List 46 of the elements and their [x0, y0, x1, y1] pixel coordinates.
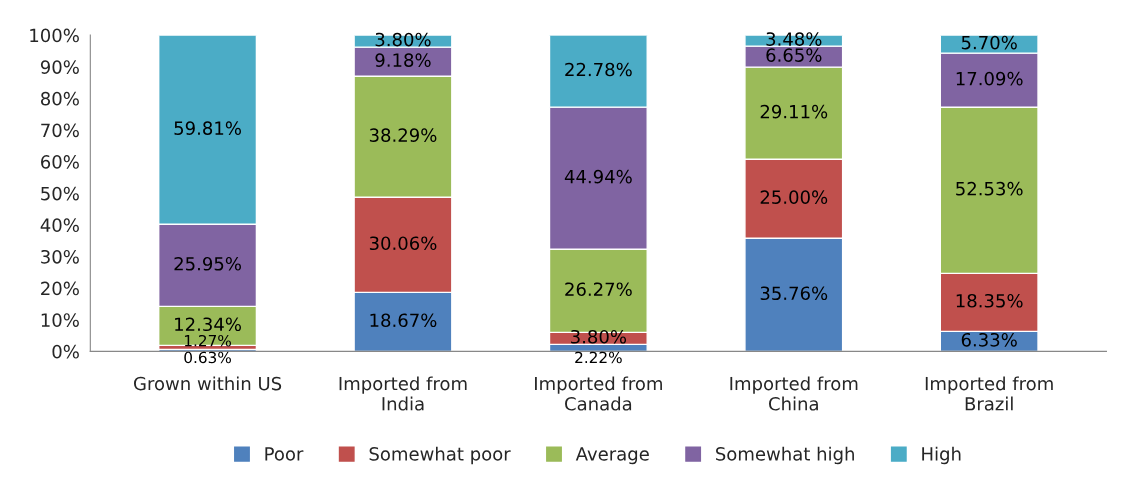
- data-label: 18.67%: [370, 313, 437, 328]
- x-tick-label: Imported from Brazil: [925, 376, 1053, 411]
- data-label: 59.81%: [174, 121, 241, 135]
- y-tick-label: 70%: [41, 123, 79, 138]
- x-tick-label: Imported from India: [339, 376, 467, 411]
- y-tick-label: 20%: [41, 281, 79, 296]
- y-tick-label: 40%: [40, 218, 79, 233]
- data-label: 2.22%: [575, 351, 622, 364]
- data-label: 29.11%: [760, 104, 828, 119]
- data-label: 25.95%: [174, 256, 241, 271]
- y-tick-label: 50%: [41, 186, 79, 201]
- x-tick-label: Imported from Canada: [535, 376, 662, 411]
- y-tick-label: 60%: [41, 155, 79, 169]
- legend-label: Somewhat poor: [369, 446, 511, 465]
- data-label: 0.63%: [184, 351, 231, 364]
- data-label: 30.06%: [369, 236, 437, 251]
- y-tick-label: 100%: [30, 28, 79, 43]
- data-label: 6.33%: [961, 332, 1017, 347]
- legend-label: High: [922, 446, 961, 465]
- data-label: 35.76%: [760, 286, 828, 301]
- data-label: 17.09%: [956, 71, 1023, 86]
- data-label: 12.34%: [175, 317, 241, 332]
- data-label: 5.70%: [961, 35, 1017, 50]
- data-label: 22.78%: [565, 62, 632, 77]
- y-tick-label: 80%: [41, 91, 79, 106]
- data-label: 18.35%: [956, 293, 1023, 308]
- legend-label: Poor: [265, 447, 304, 461]
- y-tick-label: 90%: [40, 60, 79, 74]
- data-label: 3.48%: [766, 32, 822, 46]
- legend-label: Somewhat high: [716, 446, 854, 465]
- data-label: 1.27%: [184, 334, 231, 347]
- data-label: 9.18%: [375, 53, 431, 67]
- y-tick-label: 30%: [41, 249, 79, 264]
- y-tick-label: 10%: [41, 313, 79, 327]
- data-label: 25.00%: [760, 190, 828, 205]
- data-label: 6.65%: [766, 48, 822, 62]
- x-tick-label: Grown within US: [133, 376, 282, 391]
- x-tick-label: Imported from China: [730, 376, 858, 411]
- data-label: 3.80%: [571, 329, 627, 344]
- data-label: 38.29%: [369, 128, 437, 142]
- legend-label: Average: [575, 447, 649, 465]
- data-label: 52.53%: [956, 181, 1023, 196]
- data-label: 44.94%: [564, 169, 632, 184]
- data-label: 26.27%: [565, 282, 632, 297]
- y-tick-label: 0%: [52, 344, 79, 359]
- data-label: 3.80%: [375, 32, 431, 47]
